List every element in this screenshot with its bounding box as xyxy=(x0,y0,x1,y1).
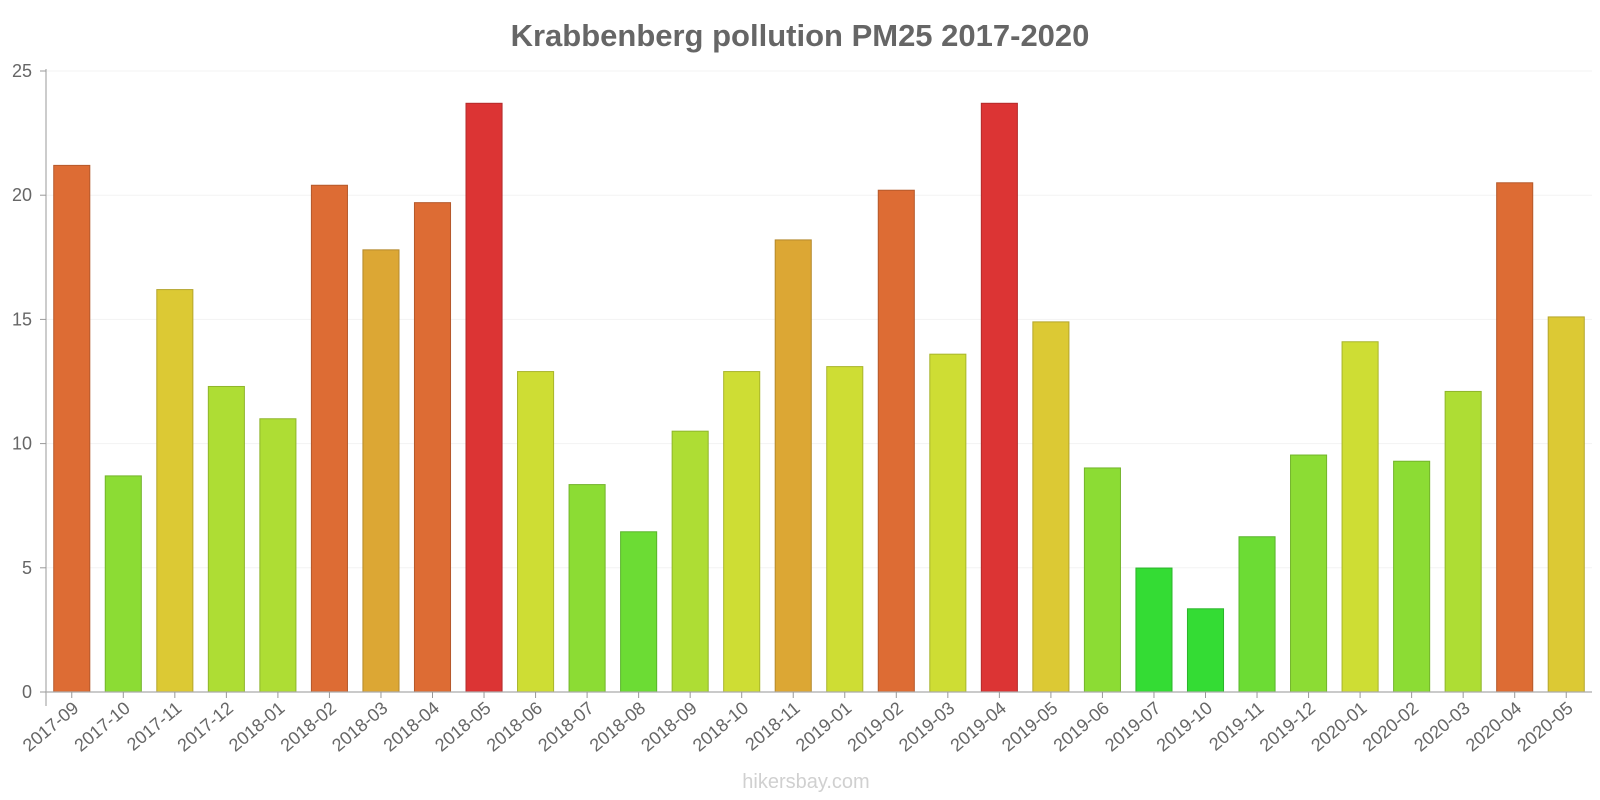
bar-2020-04[interactable] xyxy=(1496,182,1534,693)
x-tick-label: 2018-07 xyxy=(534,698,597,756)
x-tick-label: 2018-06 xyxy=(483,698,546,756)
x-tick-label: 2018-09 xyxy=(637,698,700,756)
x-tick-label: 2020-03 xyxy=(1410,698,1473,756)
x-axis-ticks: 2017-092017-102017-112017-122018-012018-… xyxy=(19,692,1577,756)
bars xyxy=(53,102,1585,693)
x-tick-label: 2018-11 xyxy=(741,698,803,755)
bar-2019-02[interactable] xyxy=(877,189,915,693)
x-tick-label: 2020-04 xyxy=(1462,698,1525,756)
x-tick-label: 2017-12 xyxy=(173,698,236,756)
x-tick-label: 2018-08 xyxy=(586,698,649,756)
x-tick-label: 2018-02 xyxy=(277,698,340,756)
bar-2018-08[interactable] xyxy=(620,531,658,693)
bar-2019-11[interactable] xyxy=(1238,536,1276,693)
y-tick-label: 15 xyxy=(12,309,32,329)
bar-2018-11[interactable] xyxy=(774,239,812,693)
watermark: hikersbay.com xyxy=(742,771,869,793)
bar-2017-11[interactable] xyxy=(156,289,194,693)
bar-2017-12[interactable] xyxy=(207,385,245,693)
x-tick-label: 2020-02 xyxy=(1359,698,1422,756)
bar-2019-01[interactable] xyxy=(826,366,864,693)
bar-2018-09[interactable] xyxy=(671,430,709,693)
bar-2018-03[interactable] xyxy=(362,249,400,693)
x-tick-label: 2019-10 xyxy=(1153,698,1216,756)
x-tick-label: 2018-01 xyxy=(225,698,288,756)
bar-2017-09[interactable] xyxy=(53,164,91,693)
x-tick-label: 2019-11 xyxy=(1205,698,1267,755)
y-tick-label: 10 xyxy=(12,434,32,454)
y-tick-label: 5 xyxy=(22,558,32,578)
x-tick-label: 2019-06 xyxy=(1050,698,1113,756)
bar-2019-06[interactable] xyxy=(1083,467,1121,693)
y-tick-label: 20 xyxy=(12,185,32,205)
bar-2017-10[interactable] xyxy=(104,475,142,693)
axes xyxy=(45,69,1592,706)
bar-2019-05[interactable] xyxy=(1032,321,1070,693)
bar-2020-05[interactable] xyxy=(1547,316,1585,693)
x-tick-label: 2018-03 xyxy=(328,698,391,756)
bar-2019-12[interactable] xyxy=(1290,454,1328,693)
x-tick-label: 2018-04 xyxy=(380,698,443,756)
x-tick-label: 2019-04 xyxy=(946,698,1009,756)
y-tick-label: 25 xyxy=(12,61,32,81)
x-tick-label: 2019-01 xyxy=(792,698,855,756)
bar-2018-05[interactable] xyxy=(465,102,503,693)
x-tick-label: 2018-10 xyxy=(689,698,752,756)
x-tick-label: 2019-07 xyxy=(1101,698,1164,756)
bar-2018-10[interactable] xyxy=(723,371,761,693)
bar-2020-03[interactable] xyxy=(1444,390,1482,693)
x-tick-label: 2019-03 xyxy=(895,698,958,756)
bar-2018-07[interactable] xyxy=(568,484,606,693)
x-tick-label: 2017-09 xyxy=(19,698,82,756)
gridlines xyxy=(46,70,1592,569)
x-tick-label: 2020-05 xyxy=(1513,698,1576,756)
bar-2019-03[interactable] xyxy=(929,353,967,693)
x-tick-label: 2017-11 xyxy=(123,698,185,755)
bar-2019-04[interactable] xyxy=(980,102,1018,693)
bar-2020-02[interactable] xyxy=(1393,460,1431,693)
bar-2018-02[interactable] xyxy=(310,184,348,693)
y-axis-ticks: 0 5 10 15 20 25 xyxy=(12,61,46,702)
x-tick-label: 2019-05 xyxy=(998,698,1061,756)
bar-2018-04[interactable] xyxy=(413,202,452,693)
y-tick-label: 0 xyxy=(22,682,32,702)
x-tick-label: 2019-12 xyxy=(1256,698,1319,756)
bar-2018-06[interactable] xyxy=(517,371,555,693)
x-tick-label: 2018-05 xyxy=(431,698,494,756)
x-tick-label: 2019-02 xyxy=(843,698,906,756)
x-tick-label: 2017-10 xyxy=(70,698,133,756)
bar-2019-10[interactable] xyxy=(1186,608,1225,693)
bar-2020-01[interactable] xyxy=(1341,341,1379,693)
chart-title: Krabbenberg pollution PM25 2017-2020 xyxy=(511,18,1090,53)
x-tick-label: 2020-01 xyxy=(1307,698,1370,756)
bar-2018-01[interactable] xyxy=(259,418,297,693)
bar-2019-07[interactable] xyxy=(1135,567,1173,693)
